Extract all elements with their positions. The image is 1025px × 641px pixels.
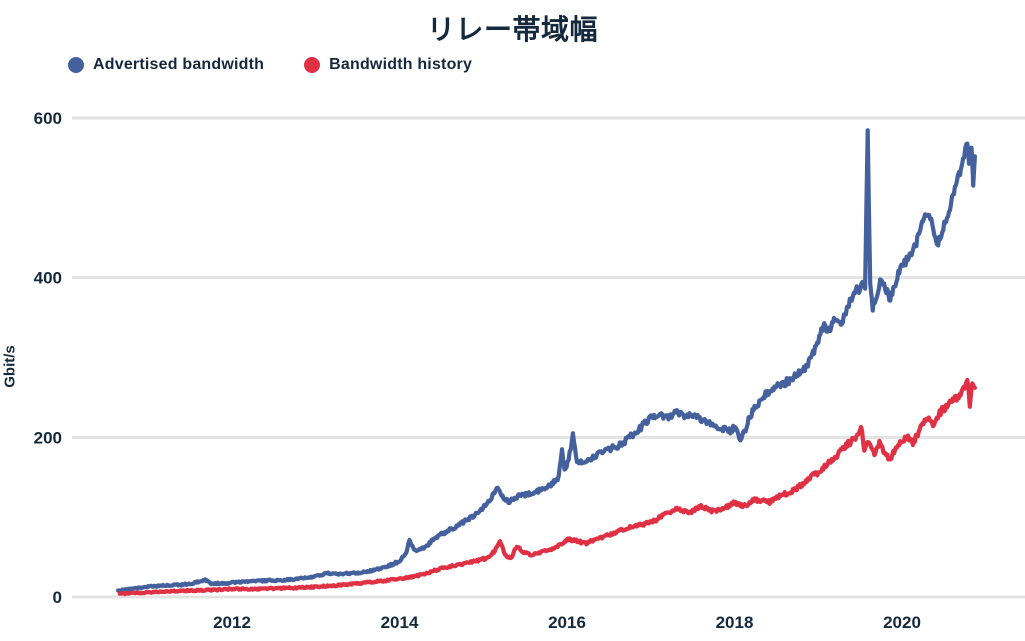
- legend-item-advertised-bandwidth: Advertised bandwidth: [68, 56, 264, 74]
- y-tick-label-600: 600: [34, 109, 62, 128]
- x-tick-label-2020: 2020: [883, 613, 921, 632]
- legend-dot-icon: [68, 57, 84, 73]
- legend-dot-icon: [304, 57, 321, 73]
- legend: Advertised bandwidth Bandwidth history: [68, 56, 512, 74]
- y-tick-label-200: 200: [34, 428, 62, 447]
- y-tick-label-0: 0: [53, 588, 62, 607]
- x-tick-label-2014: 2014: [381, 613, 419, 632]
- series-line-bandwidth-history: [117, 377, 977, 597]
- chart-title: リレー帯域幅: [426, 14, 598, 45]
- legend-label: Bandwidth history: [329, 56, 473, 73]
- series-line-advertised-bandwidth: [116, 128, 977, 593]
- x-tick-label-2016: 2016: [548, 613, 586, 632]
- x-tick-label-2012: 2012: [213, 613, 251, 632]
- legend-label: Advertised bandwidth: [93, 56, 265, 73]
- x-tick-label-2018: 2018: [716, 613, 754, 632]
- legend-item-bandwidth-history: Bandwidth history: [304, 56, 472, 74]
- y-tick-label-400: 400: [34, 269, 62, 288]
